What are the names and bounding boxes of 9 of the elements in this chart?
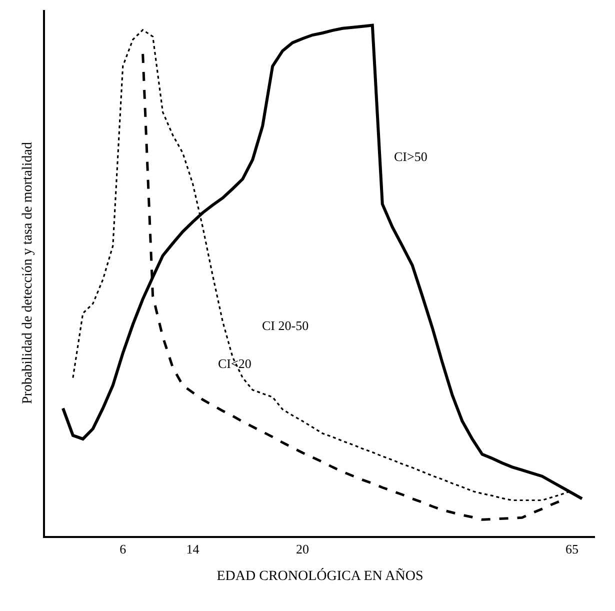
- x-tick-label: 65: [566, 541, 579, 556]
- annotation: CI 20-50: [262, 318, 309, 333]
- annotation: CI>50: [394, 149, 428, 164]
- x-tick-label: 20: [296, 541, 310, 556]
- y-axis-title: Probabilidad de detección y tasa de mortalidad: [20, 142, 36, 404]
- x-tick-label: 6: [120, 541, 127, 556]
- x-tick-label: 14: [186, 541, 200, 556]
- x-axis-title: EDAD CRONOLÓGICA EN AÑOS: [216, 567, 424, 584]
- annotation: CI<20: [218, 356, 252, 371]
